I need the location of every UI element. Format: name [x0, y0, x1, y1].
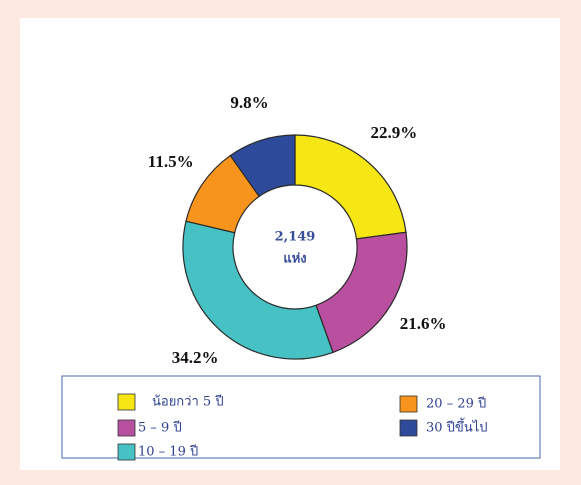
value-label: 22.9% [370, 123, 417, 142]
value-label: 11.5% [148, 152, 194, 171]
slice [315, 231, 408, 354]
center-label: 2,149 [275, 230, 316, 245]
legend-box [61, 375, 541, 459]
value-label: 34.2% [172, 348, 219, 367]
slice [182, 220, 334, 360]
legend-swatch [117, 443, 136, 461]
value-label: 9.8% [230, 93, 268, 112]
legend-label: 30 ปีขึ้นไป [426, 418, 488, 436]
legend-label: น้อยกว่า 5 ปี [152, 394, 224, 410]
slice [294, 134, 407, 240]
legend-label: 10 – 19 ปี [138, 444, 198, 460]
center-label: แห่ง [283, 252, 306, 267]
legend-swatch [399, 395, 418, 413]
legend-label: 5 – 9 ปี [138, 420, 182, 436]
legend-swatch [117, 393, 136, 411]
slice [229, 134, 296, 198]
legend-swatch [117, 419, 136, 437]
panel [20, 18, 560, 470]
legend-label: 20 – 29 ปี [426, 396, 486, 412]
value-label: 21.6% [400, 314, 447, 333]
legend-swatch [399, 419, 418, 437]
